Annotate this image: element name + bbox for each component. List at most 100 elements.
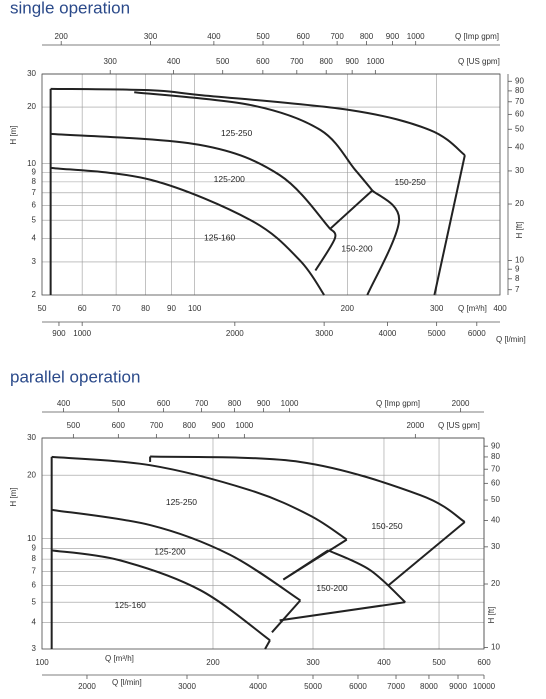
y2-tick-label: 70	[491, 464, 500, 473]
top-axis-tick-label: 1000	[407, 32, 425, 41]
top-axis-tick-label: 600	[296, 32, 310, 41]
y2-tick-label: 40	[491, 516, 500, 525]
pump-curve	[366, 189, 401, 296]
y2-tick-label: 9	[515, 264, 520, 273]
y2-tick-label: 90	[491, 441, 500, 450]
y-tick-label: 10	[27, 159, 36, 168]
bottom-axis-tick-label: 6000	[468, 329, 486, 338]
bottom-axis-tick-label: 3000	[315, 329, 333, 338]
bottom-axis-tick-label: 9000	[449, 682, 467, 691]
chart-title: parallel operation	[10, 367, 140, 386]
region-label: 150-200	[316, 583, 347, 593]
top-axis-tick-label: 1000	[281, 399, 299, 408]
top-axis-tick-label: 300	[104, 57, 118, 66]
top-axis-tick-label: 600	[256, 57, 270, 66]
region-label: 150-250	[371, 521, 402, 531]
y2-tick-label: 50	[515, 124, 524, 133]
bottom-axis-tick-label: 4000	[249, 682, 267, 691]
y-tick-label: 2	[32, 290, 37, 299]
y2-tick-label: 10	[515, 256, 524, 265]
top-axis-tick-label: 1000	[235, 421, 253, 430]
y2-axis-title: H [ft]	[515, 222, 524, 239]
top-axis-title: Q [Imp gpm]	[376, 399, 420, 408]
top-axis-tick-label: 2000	[406, 421, 424, 430]
top-axis-tick-label: 800	[228, 399, 242, 408]
x-tick-label: 500	[432, 658, 446, 667]
pump-curve	[51, 508, 301, 602]
x-tick-label: 90	[167, 304, 176, 313]
pump-curve	[264, 639, 271, 650]
bottom-axis-title: Q [l/min]	[496, 335, 526, 344]
bottom-axis-tick-label: 7000	[387, 682, 405, 691]
bottom-axis-tick-label: 10000	[473, 682, 496, 691]
region-label: 150-200	[341, 244, 372, 254]
pump-curve	[314, 228, 337, 272]
x-tick-label: 70	[112, 304, 121, 313]
top-axis-tick-label: 500	[216, 57, 230, 66]
x-tick-label: 300	[430, 304, 444, 313]
top-axis-tick-label: 800	[320, 57, 334, 66]
y-tick-label: 30	[27, 69, 36, 78]
top-axis-tick-label: 2000	[452, 399, 470, 408]
y-tick-label: 6	[32, 581, 37, 590]
top-axis-tick-label: 800	[183, 421, 197, 430]
top-axis-tick-label: 700	[150, 421, 164, 430]
region-label: 125-250	[221, 128, 252, 138]
y-axis-title: H [m]	[9, 125, 18, 144]
pump-curve	[387, 521, 466, 587]
bottom-axis-tick-label: 5000	[304, 682, 322, 691]
x-axis-title: Q [m³/h]	[105, 654, 134, 663]
top-axis-tick-label: 700	[195, 399, 209, 408]
x-tick-label: 100	[188, 304, 202, 313]
y-tick-label: 7	[32, 566, 37, 575]
y2-tick-label: 60	[515, 109, 524, 118]
pump-curve	[433, 154, 466, 296]
bottom-axis-tick-label: 3000	[178, 682, 196, 691]
y-tick-label: 8	[32, 554, 37, 563]
top-axis-tick-label: 400	[207, 32, 221, 41]
y2-tick-label: 70	[515, 97, 524, 106]
y2-tick-label: 20	[491, 579, 500, 588]
y2-tick-label: 30	[491, 542, 500, 551]
top-axis-tick-label: 900	[386, 32, 400, 41]
x-tick-label: 200	[341, 304, 355, 313]
pump-curve	[50, 166, 325, 296]
x-tick-label: 60	[78, 304, 87, 313]
bottom-axis-tick-label: 1000	[73, 329, 91, 338]
y-tick-label: 10	[27, 534, 36, 543]
bottom-axis-title: Q [l/min]	[112, 678, 142, 687]
bottom-axis-tick-label: 5000	[428, 329, 446, 338]
region-label: 150-250	[395, 177, 426, 187]
pump-curve	[50, 132, 331, 230]
top-axis-tick-label: 300	[144, 32, 158, 41]
top-axis-tick-label: 900	[345, 57, 359, 66]
top-axis-tick-label: 900	[212, 421, 226, 430]
top-axis-tick-label: 600	[157, 399, 171, 408]
region-label: 125-250	[166, 497, 197, 507]
bottom-axis-tick-label: 2000	[226, 329, 244, 338]
y-tick-label: 20	[27, 470, 36, 479]
y2-tick-label: 20	[515, 199, 524, 208]
pump-curve	[50, 87, 466, 156]
y-tick-label: 5	[32, 597, 37, 606]
y-tick-label: 7	[32, 188, 37, 197]
y2-tick-label: 60	[491, 478, 500, 487]
y-tick-label: 5	[32, 215, 37, 224]
top-axis-tick-label: 200	[55, 32, 69, 41]
top-axis-tick-label: 1000	[366, 57, 384, 66]
y-tick-label: 4	[32, 234, 37, 243]
plot-frame	[41, 437, 485, 650]
y-tick-label: 20	[27, 102, 36, 111]
y-tick-label: 9	[32, 543, 37, 552]
x-tick-label: 600	[477, 658, 491, 667]
top-axis-tick-label: 400	[57, 399, 71, 408]
y-tick-label: 9	[32, 167, 37, 176]
top-axis-tick-label: 700	[290, 57, 304, 66]
y2-tick-label: 80	[491, 452, 500, 461]
x-tick-label: 200	[206, 658, 220, 667]
region-label: 125-160	[204, 233, 235, 243]
region-label: 125-200	[214, 174, 245, 184]
y-tick-label: 4	[32, 618, 37, 627]
top-axis-title: Q [US gpm]	[438, 421, 480, 430]
